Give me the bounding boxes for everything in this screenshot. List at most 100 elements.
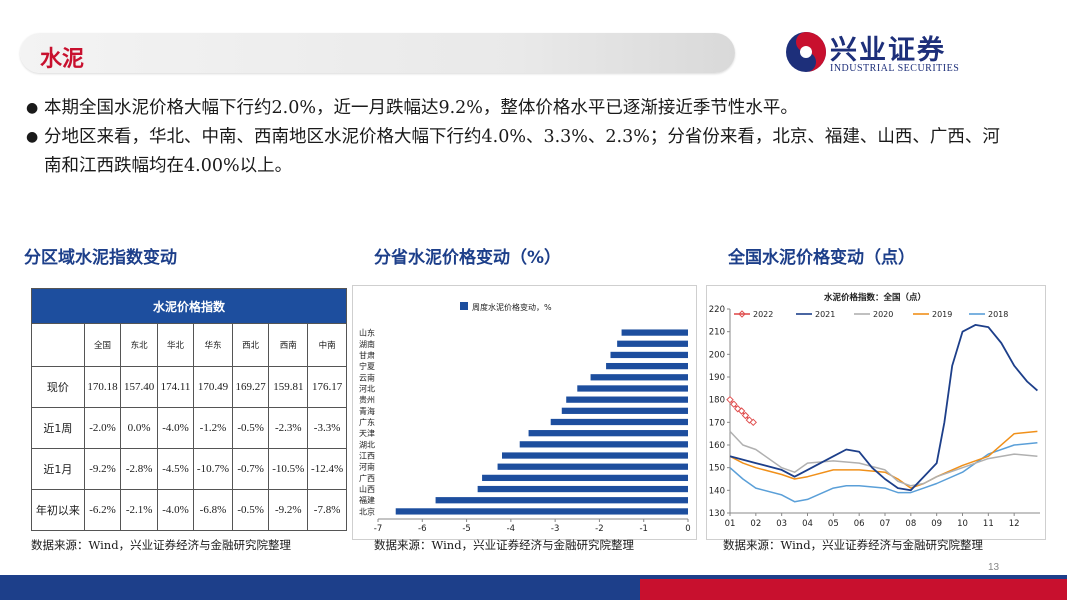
- x-tick-label: -4: [507, 524, 515, 534]
- table-row: 近1周 -2.0% 0.0% -4.0% -1.2% -0.5% -2.3% -…: [31, 407, 347, 449]
- table-cell: -10.5%: [268, 448, 309, 490]
- legend-label: 2021: [815, 310, 835, 319]
- table-cell: -2.0%: [83, 407, 122, 449]
- x-tick-label: 06: [854, 519, 865, 529]
- series-line: [729, 441, 1038, 503]
- chart-frame: [706, 285, 1046, 540]
- category-label: 湖南: [359, 339, 375, 349]
- x-tick-label: 07: [880, 519, 891, 529]
- category-label: 青海: [359, 406, 375, 416]
- y-tick-label: 150: [709, 464, 725, 474]
- row-label: 现价: [31, 366, 85, 408]
- table-row: 年初以来 -6.2% -2.1% -4.0% -6.8% -0.5% -9.2%…: [31, 489, 347, 531]
- footer-band: [0, 579, 1067, 600]
- footer-band: [0, 575, 1067, 579]
- table-cell: 169.27: [231, 366, 270, 408]
- category-label: 天津: [359, 428, 375, 438]
- data-source: 数据来源：Wind，兴业证券经济与金融研究院整理: [374, 538, 635, 552]
- bullet-dot-icon: ●: [26, 100, 39, 116]
- data-point: [737, 407, 746, 415]
- chart-title: 水泥价格指数：全国（点）: [823, 292, 926, 303]
- x-tick-label: 03: [776, 519, 787, 529]
- data-point: [730, 400, 738, 408]
- legend-label: 2019: [932, 310, 952, 319]
- logo-subtitle: INDUSTRIAL SECURITIES: [830, 63, 960, 74]
- table-cell: -0.5%: [231, 489, 270, 531]
- bar: [610, 351, 688, 359]
- x-tick-label: 08: [905, 519, 916, 529]
- x-tick-label: 02: [750, 519, 761, 529]
- category-label: 河北: [359, 383, 375, 393]
- x-tick-label: 04: [802, 519, 813, 529]
- x-tick-label: 05: [828, 519, 839, 529]
- table-cell: 0.0%: [120, 407, 158, 449]
- column-header: 西南: [268, 323, 309, 367]
- page-number: 13: [988, 562, 1000, 573]
- legend-label: 2018: [988, 310, 1008, 319]
- y-tick-label: 170: [709, 418, 725, 428]
- data-point: [726, 395, 734, 404]
- bar: [561, 407, 688, 414]
- table-cell: -1.2%: [193, 407, 233, 449]
- column-header: 华东: [193, 323, 233, 367]
- table-cell: 174.11: [156, 366, 195, 408]
- x-tick-label: -7: [374, 524, 382, 534]
- x-tick-label: -2: [595, 524, 603, 534]
- series-line: [729, 430, 1038, 489]
- y-tick-label: 190: [709, 373, 725, 383]
- bar: [566, 396, 688, 403]
- table-cell: -10.7%: [193, 448, 233, 490]
- table-header-row: 全国 东北 华北 华东 西北 西南 中南: [31, 323, 347, 367]
- table-cell: -3.3%: [307, 407, 347, 449]
- table-cell: 157.40: [120, 366, 158, 408]
- section-title-regional: 分区域水泥指数变动: [24, 248, 177, 268]
- table-row: 近1月 -9.2% -2.8% -4.5% -10.7% -0.7% -10.5…: [31, 448, 347, 490]
- table-cell: -12.4%: [307, 448, 347, 490]
- table-cell: -2.8%: [120, 448, 158, 490]
- national-line-chart: 水泥价格指数：全国（点） 2022 2021 2020 2019 2018 130 140 15…: [706, 285, 1046, 540]
- row-label: 近1月: [31, 448, 85, 490]
- bullet-item: ● 分地区来看，华北、中南、西南地区水泥价格大幅下行约4.0%、3.3%、2.3…: [26, 123, 1016, 181]
- y-tick-label: 160: [709, 441, 725, 451]
- bullet-dot-icon: ●: [26, 129, 39, 145]
- table-row: 现价 170.18 157.40 174.11 170.49 169.27 15…: [31, 366, 347, 408]
- x-tick-label: 11: [983, 519, 994, 529]
- data-point: [745, 416, 754, 424]
- table-cell: -9.2%: [83, 448, 122, 490]
- y-tick-label: 200: [709, 350, 725, 360]
- table-cell: 159.81: [268, 366, 309, 408]
- table-cell: 176.17: [307, 366, 347, 408]
- table-cell: -2.3%: [268, 407, 309, 449]
- category-label: 河南: [359, 462, 375, 472]
- table-cell: -4.5%: [156, 448, 195, 490]
- x-tick-label: 10: [957, 519, 968, 529]
- column-header: 华北: [156, 323, 195, 367]
- category-label: 广东: [359, 417, 375, 427]
- category-label: 广西: [359, 473, 375, 483]
- summary-bullets: ● 本期全国水泥价格大幅下行约2.0%，近一月跌幅达9.2%，整体价格水平已逐渐…: [26, 94, 1016, 181]
- column-header: 全国: [83, 323, 122, 367]
- table-cell: 170.49: [193, 366, 233, 408]
- logo-name: 兴业证券: [830, 35, 946, 66]
- table-cell: -9.2%: [268, 489, 309, 531]
- table-cell: -4.0%: [156, 407, 195, 449]
- bar: [519, 441, 688, 448]
- category-label: 宁夏: [359, 361, 375, 371]
- provincial-bar-chart: 周度水泥价格变动，% 山东湖南甘肃宁夏云南河北贵州青海广东天津湖北江西河南广西山西…: [352, 285, 697, 540]
- category-label: 江西: [359, 452, 375, 461]
- bar: [395, 508, 688, 515]
- y-tick-label: 130: [709, 509, 725, 519]
- section-title-provincial: 分省水泥价格变动（%）: [374, 248, 562, 268]
- bar: [606, 362, 688, 370]
- x-tick-label: -5: [462, 524, 470, 534]
- y-tick-label: 180: [709, 396, 725, 406]
- category-label: 北京: [359, 506, 375, 516]
- legend-swatch: [460, 302, 468, 310]
- cement-index-table: 水泥价格指数 全国 东北 华北 华东 西北 西南 中南 现价 170.18 15…: [31, 288, 347, 531]
- x-tick-label: -3: [551, 524, 559, 534]
- category-label: 山西: [359, 484, 375, 494]
- category-label: 湖北: [359, 440, 375, 449]
- y-tick-label: 140: [709, 486, 725, 496]
- data-point: [749, 418, 757, 427]
- table-cell: -2.1%: [120, 489, 158, 531]
